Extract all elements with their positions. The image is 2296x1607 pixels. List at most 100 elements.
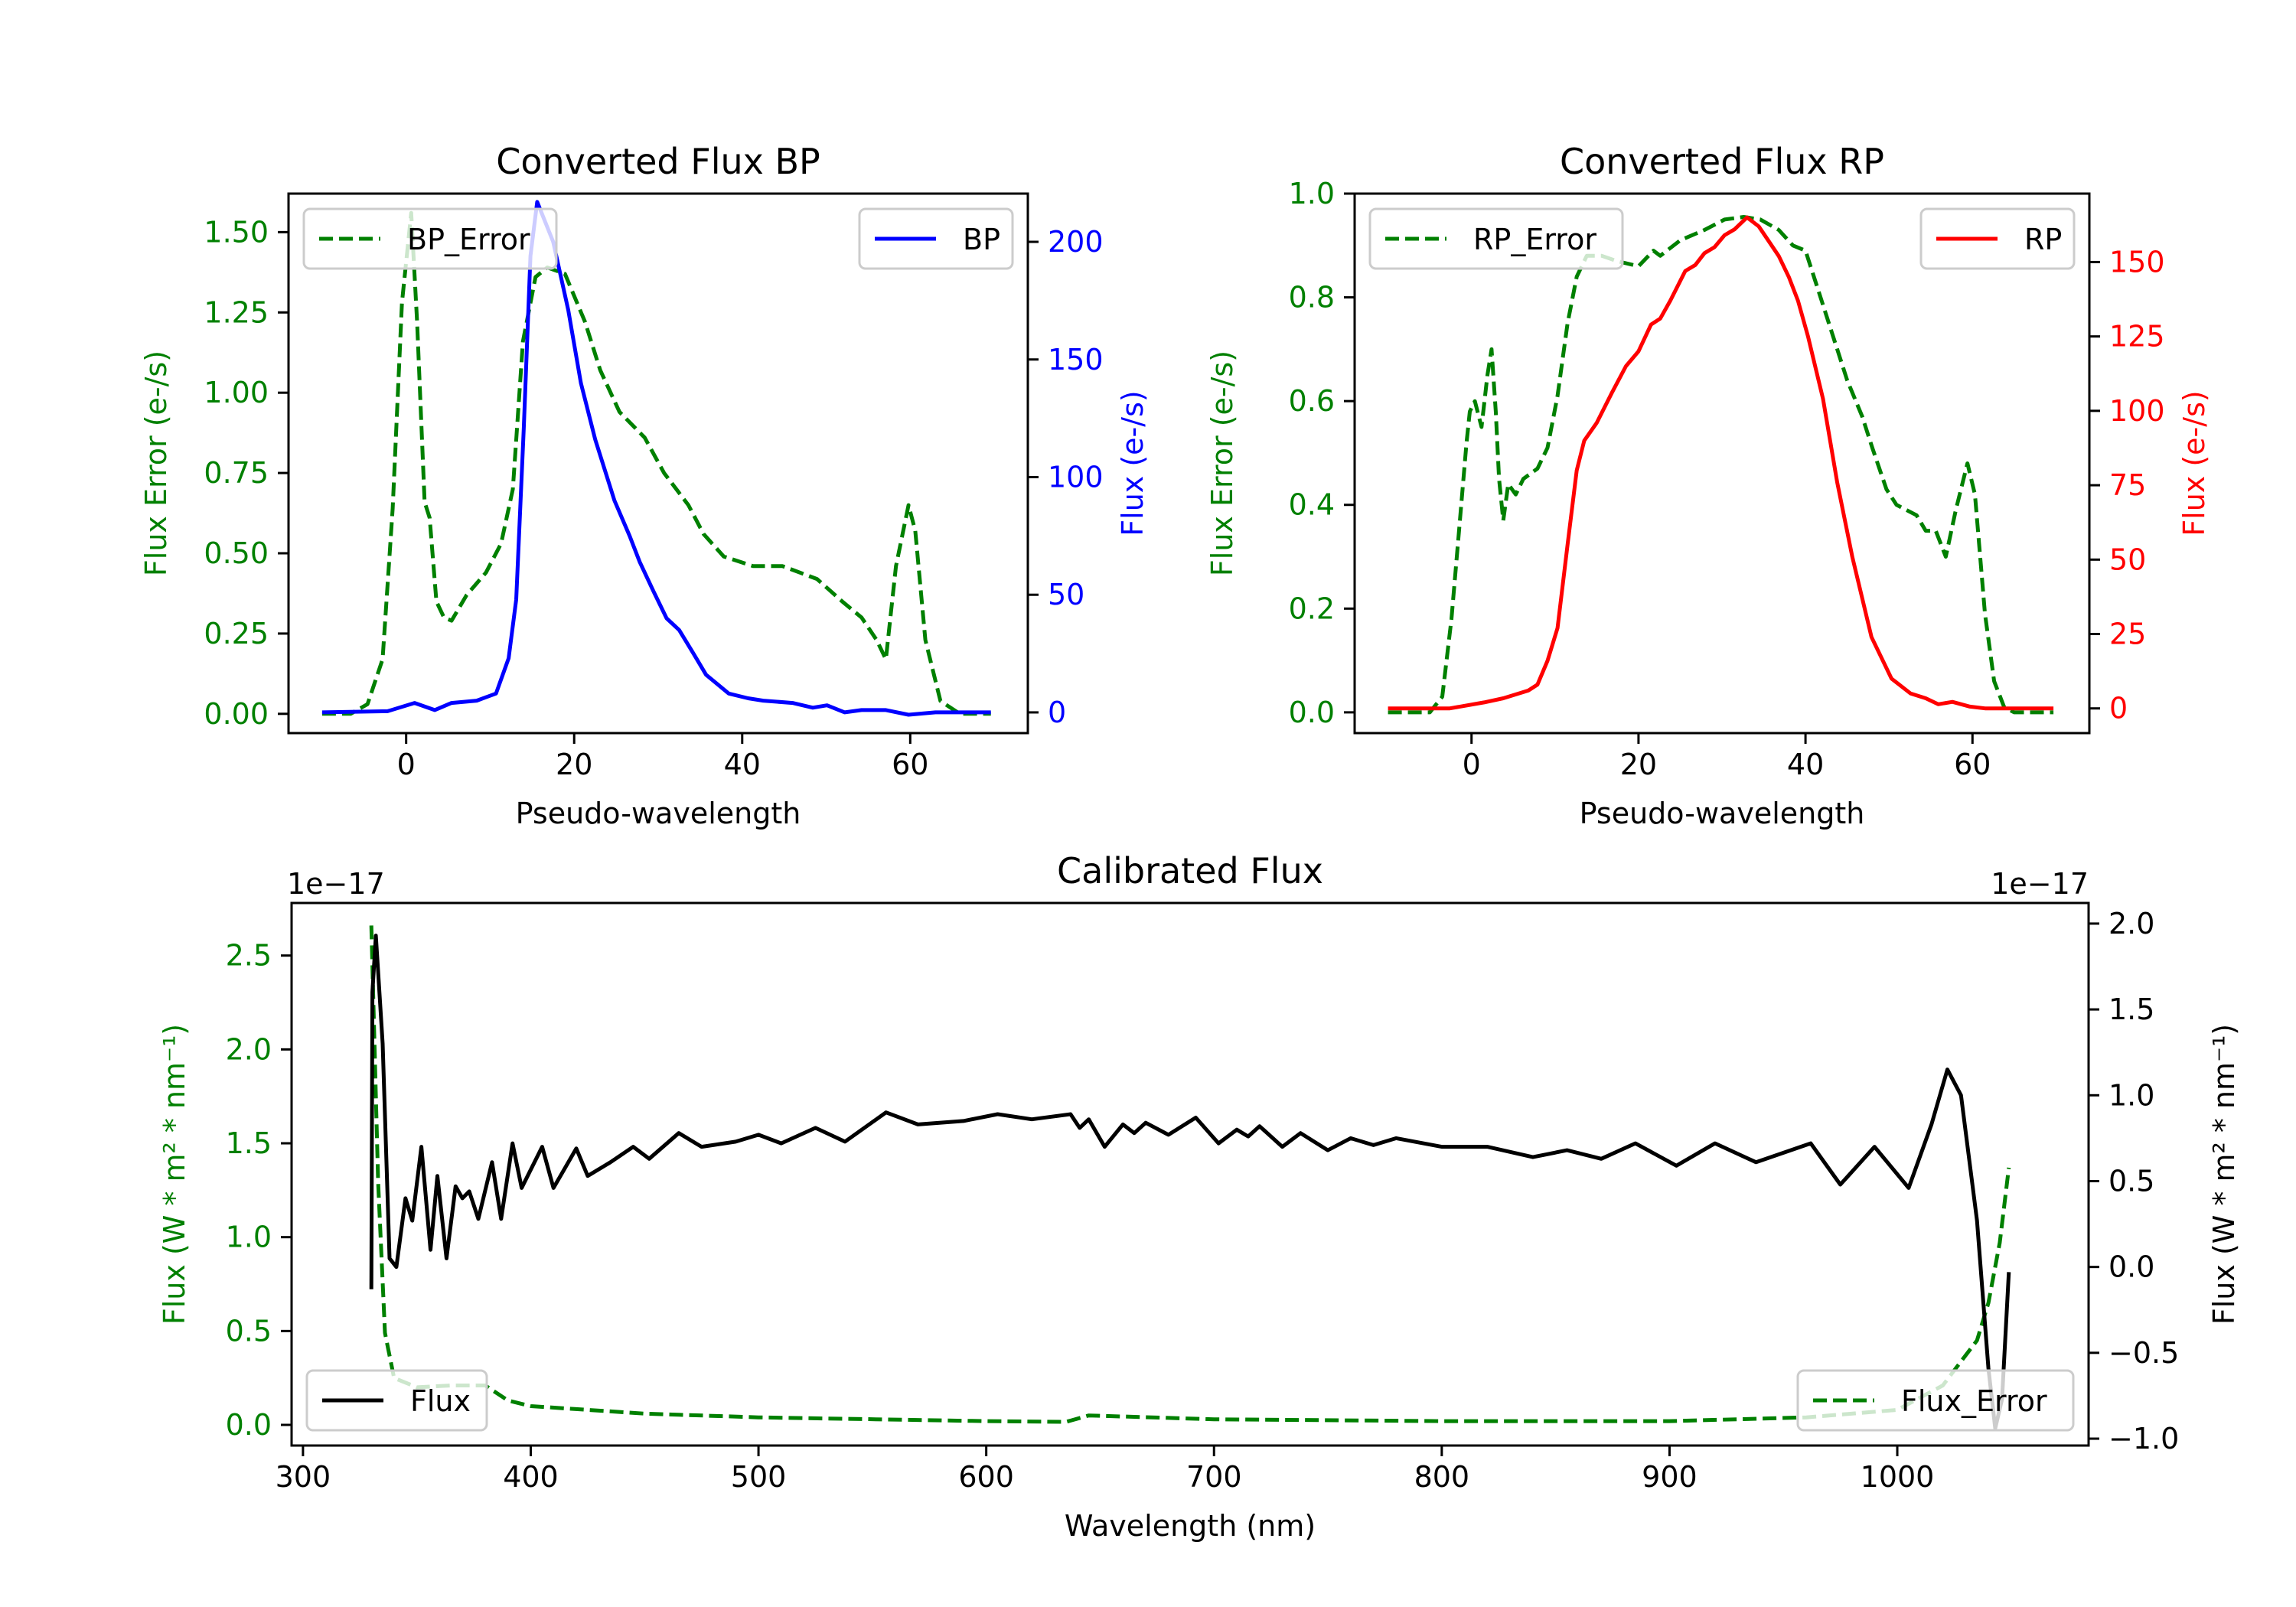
axis-ticks: 0 20 40 60 0.00 0.25 0.50 0.75 1.00 1.25 1.50 0 50 10… [204,215,1103,781]
x-tick-label: 800 [1414,1460,1470,1494]
y-axis-label-right: Flux (e-/s) [2177,390,2211,536]
x-tick-label: 600 [958,1460,1014,1494]
legend-flux: RP [1919,207,2076,270]
y-tick-label-right: 50 [1048,578,1084,611]
y-tick-label-left: 1.00 [204,376,269,409]
y-tick-label-left: 2.5 [226,939,272,973]
y-tick-label-left: 1.5 [226,1126,272,1160]
y-axis-label-right: Flux (W * m² * nm⁻¹) [2207,1024,2241,1325]
y-tick-label-right: 2.0 [2108,907,2154,940]
x-tick-label: 0 [1463,748,1481,781]
axes-frame [287,192,1029,735]
legend-label: RP_Error [1473,223,1596,256]
legend-label: BP_Error [407,223,530,256]
y-tick-label-left: 1.25 [204,295,269,329]
x-axis-label: Pseudo-wavelength [516,797,801,830]
x-tick-label: 40 [1787,748,1824,781]
y-tick-label-right: 0 [2109,692,2128,725]
y-tick-label-left: 0.2 [1289,592,1335,625]
y-tick-label-right: 150 [2109,245,2165,279]
y-tick-label-right: 0.0 [2108,1250,2154,1284]
series-bp-line [321,200,991,717]
x-axis-label: Pseudo-wavelength [1580,797,1865,830]
chart-converted-flux-bp: Converted Flux BP Pseudo-wavelength Flux… [139,141,1150,830]
y-axis-label-right: Flux (e-/s) [1116,390,1150,536]
legend-box [1368,207,1624,270]
y-tick-label-right: 150 [1048,343,1104,376]
x-tick-label: 40 [724,748,761,781]
series-flux-line [369,934,2011,1431]
legend-error: Flux_Error [1796,1369,2075,1432]
y-tick-label-left: 1.0 [226,1221,272,1254]
y-tick-label-left: 2.0 [226,1032,272,1066]
legend-flux: Flux [305,1369,488,1432]
y-tick-label-right: 1.5 [2108,993,2154,1026]
x-tick-label: 1000 [1861,1460,1935,1494]
y-tick-label-right: −1.0 [2108,1422,2179,1455]
x-tick-label: 20 [1620,748,1657,781]
y-tick-label-left: 0.6 [1289,384,1335,418]
axis-ticks: 300 400 500 600 700 800 900 1000 0.0 0.5 1.0 1.5 2.0… [226,907,2180,1494]
legend-label: BP [963,223,1000,256]
y-tick-label-left: 1.0 [1289,177,1335,210]
y-tick-label-left: 0.8 [1289,281,1335,315]
y-tick-label-right: 50 [2109,543,2146,576]
axes-frame [290,901,2090,1447]
x-axis-label: Wavelength (nm) [1065,1509,1316,1543]
y-tick-label-right: 0.5 [2108,1164,2154,1198]
x-tick-label: 60 [892,748,928,781]
y-tick-label-right: 1.0 [2108,1078,2154,1112]
x-tick-label: 0 [397,748,416,781]
y-tick-label-left: 1.50 [204,215,269,249]
chart-converted-flux-rp: Converted Flux RP Pseudo-wavelength Flux… [1205,141,2211,830]
x-tick-label: 20 [556,748,592,781]
y-tick-label-right: 25 [2109,618,2146,651]
x-tick-label: 400 [503,1460,559,1494]
x-tick-label: 700 [1186,1460,1242,1494]
y-tick-label-left: 0.00 [204,697,269,731]
y-tick-label-right: 100 [2109,394,2165,428]
offset-text-right: 1e−17 [1991,867,2089,901]
y-tick-label-left: 0.0 [1289,696,1335,729]
y-axis-label-left: Flux (W * m² * nm⁻¹) [158,1024,191,1325]
y-tick-label-left: 0.25 [204,617,269,650]
series-rp-line [1388,215,2054,711]
plot-area [369,925,2011,1431]
chart-title: Converted Flux BP [496,141,820,182]
chart-calibrated-flux: Calibrated Flux Wavelength (nm) Flux (W … [158,850,2241,1543]
x-tick-label: 300 [276,1460,331,1494]
legend-box [305,1369,488,1432]
legend-error: RP_Error [1368,207,1624,270]
legend-label: Flux_Error [1901,1384,2047,1418]
axes-frame [1353,192,2091,735]
legend-label: Flux [410,1384,471,1418]
x-tick-label: 900 [1642,1460,1698,1494]
chart-title: Calibrated Flux [1057,850,1323,892]
axis-ticks: 0 20 40 60 0.0 0.2 0.4 0.6 0.8 1.0 0 25 50 75 100 125 15… [1289,177,2165,781]
y-tick-label-right: 125 [2109,320,2165,354]
y-tick-label-left: 0.4 [1289,488,1335,522]
y-tick-label-right: 75 [2109,468,2146,502]
series-bp-error-line [321,210,991,716]
y-tick-label-right: 0 [1048,696,1066,729]
y-tick-label-right: 200 [1048,225,1104,259]
plot-area [321,200,991,717]
y-tick-label-right: 100 [1048,460,1104,494]
chart-title: Converted Flux RP [1560,141,1884,182]
y-tick-label-left: 0.50 [204,536,269,570]
y-tick-label-left: 0.75 [204,456,269,490]
legend-box [1796,1369,2075,1432]
legend-error: BP_Error [302,207,558,270]
offset-text-left: 1e−17 [287,867,385,901]
y-tick-label-left: 0.0 [226,1408,272,1442]
legend-box [302,207,558,270]
plot-area [1388,215,2054,715]
legend-label: RP [2024,223,2062,256]
y-tick-label-right: −0.5 [2108,1336,2179,1370]
y-tick-label-left: 0.5 [226,1314,272,1348]
y-axis-label-left: Flux Error (e-/s) [139,350,173,576]
x-tick-label: 500 [731,1460,787,1494]
x-tick-label: 60 [1954,748,1991,781]
series-rp-error-line [1388,215,2054,715]
